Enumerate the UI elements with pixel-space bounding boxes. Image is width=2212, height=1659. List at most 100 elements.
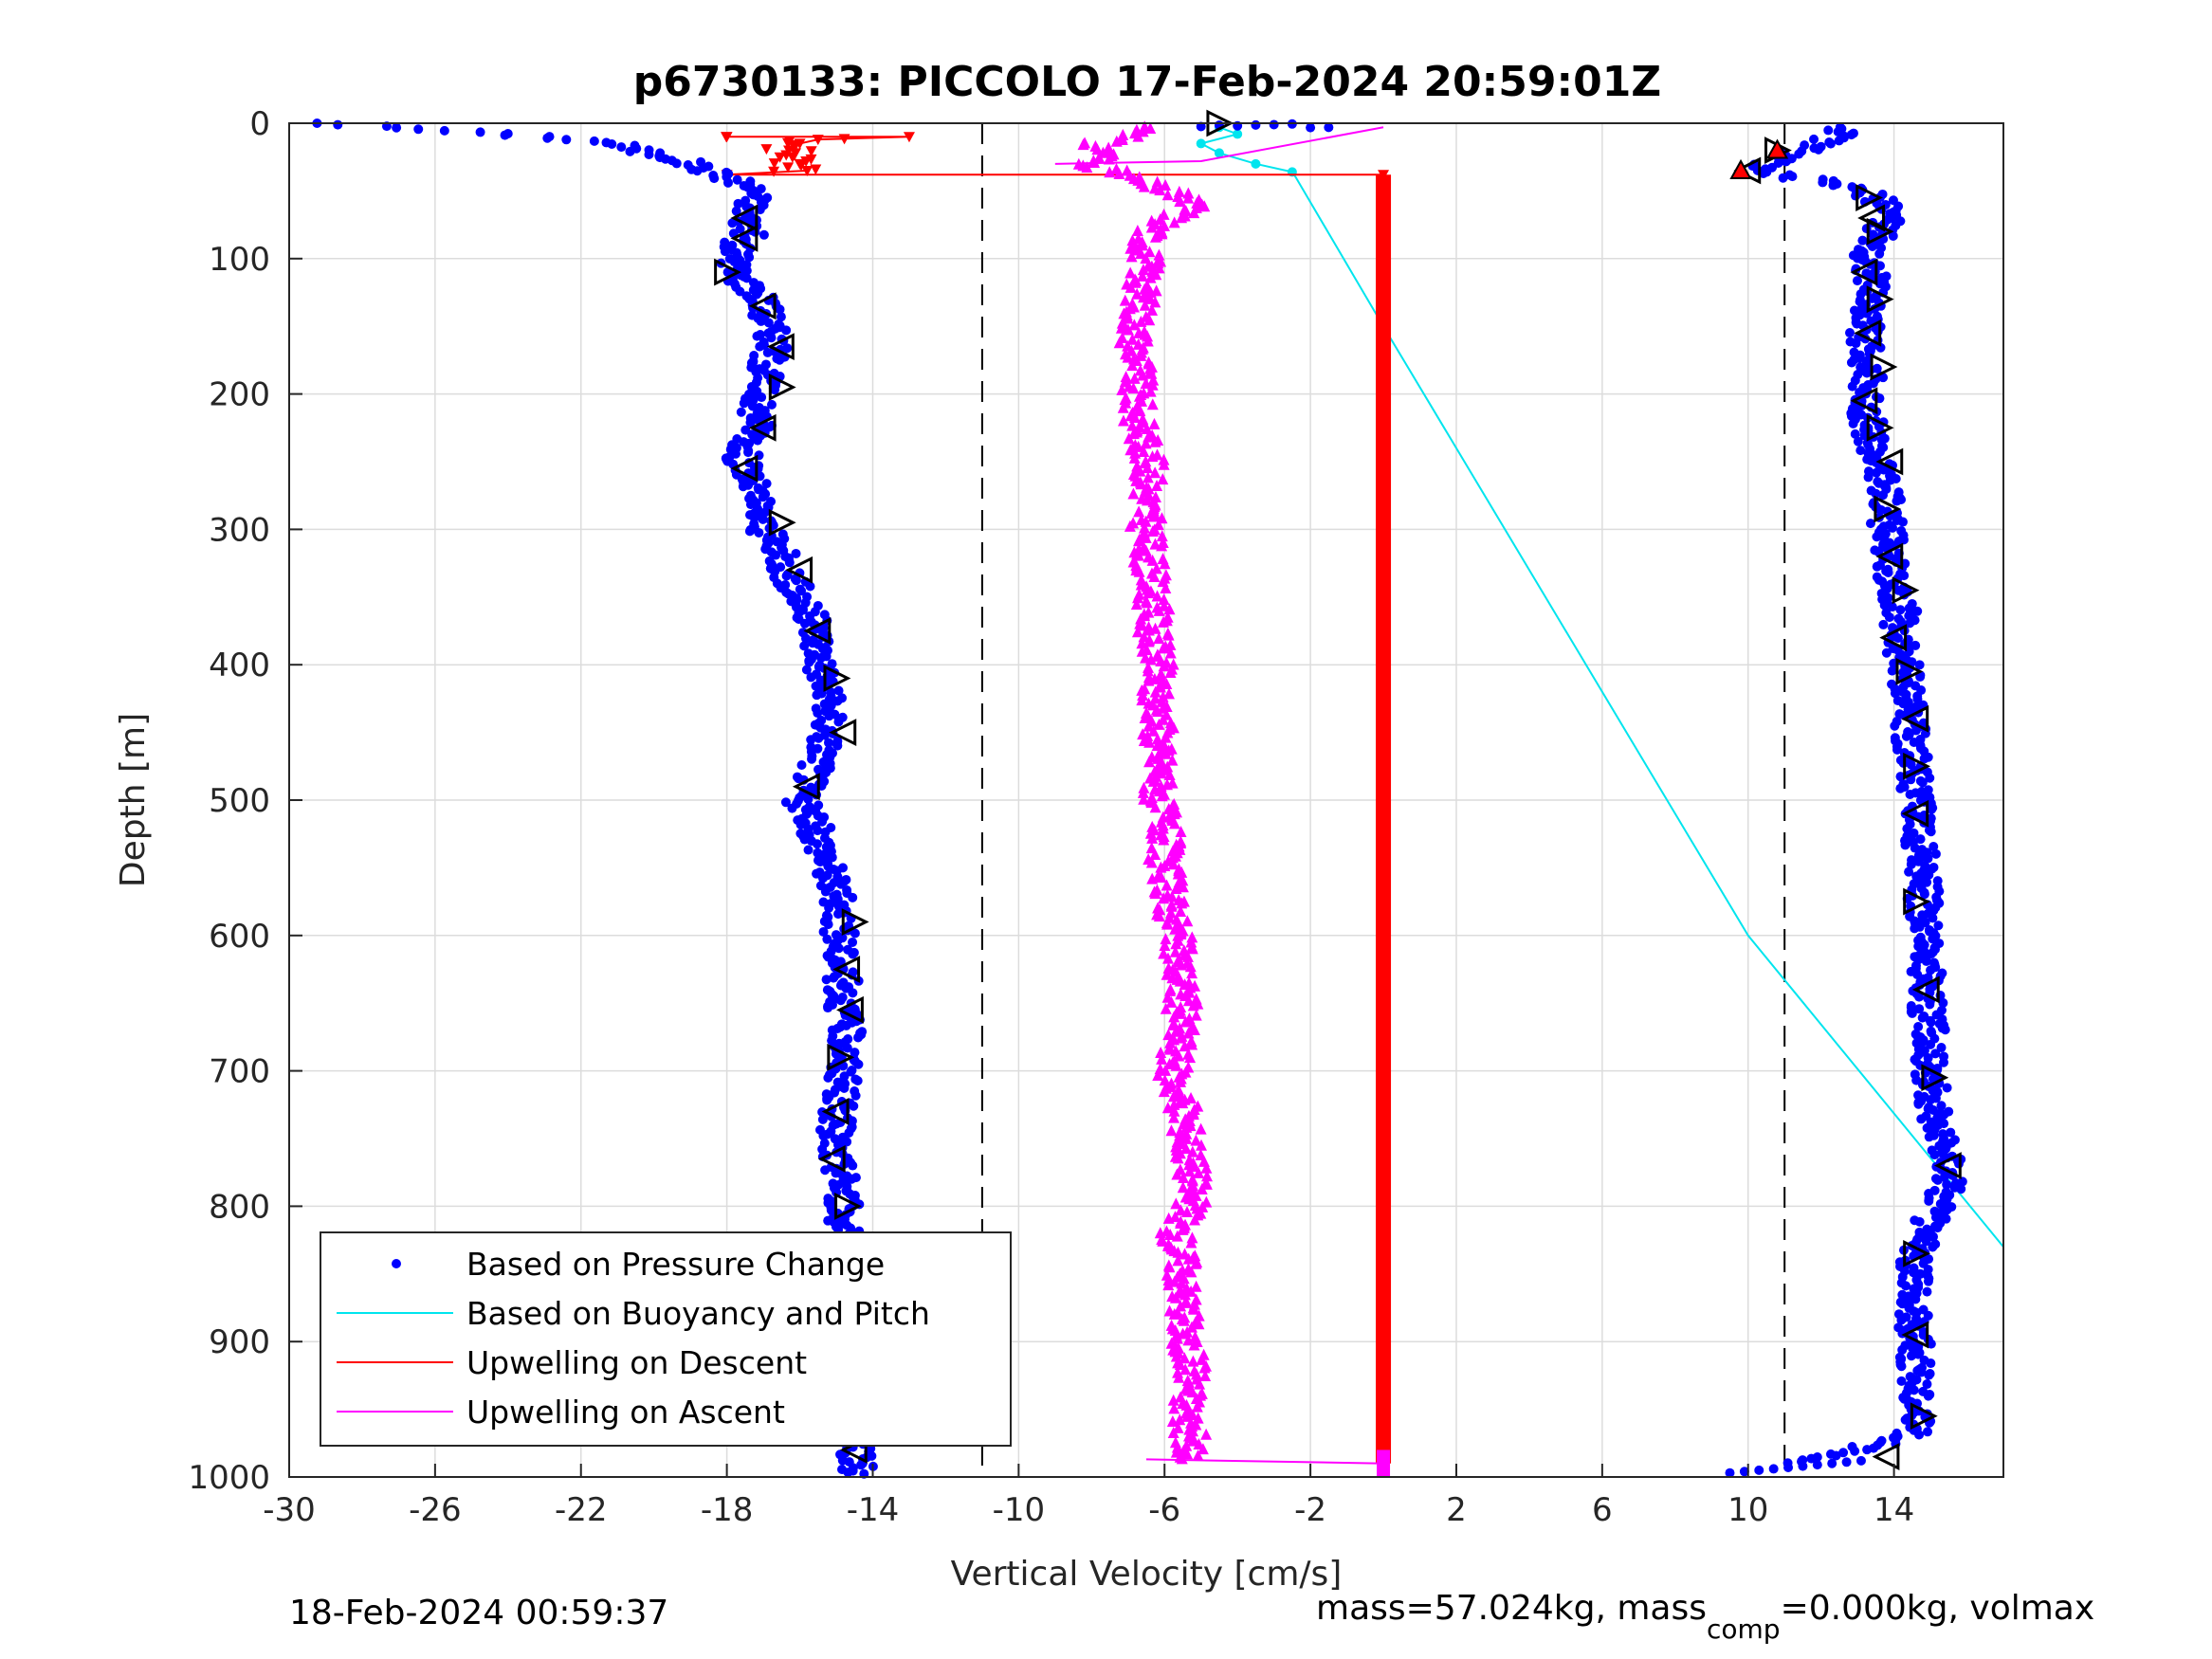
upwelling-ascent-marker — [1135, 612, 1147, 625]
upwelling-ascent-marker — [1193, 1318, 1205, 1330]
upwelling-ascent-marker — [1185, 1266, 1197, 1278]
pressure-dot — [1930, 1048, 1941, 1059]
upwelling-ascent-marker — [1132, 130, 1144, 142]
pressure-dot — [824, 711, 834, 721]
sample-marker — [1895, 657, 1924, 685]
upwelling-ascent-marker — [1157, 615, 1169, 628]
upwelling-descent-marker — [760, 144, 773, 155]
pressure-dot — [1865, 519, 1875, 529]
pressure-dot — [850, 928, 860, 939]
upwelling-descent-marker — [721, 132, 733, 143]
pressure-dot — [1838, 1448, 1849, 1458]
sample-marker — [1866, 285, 1894, 314]
pressure-dot — [1846, 357, 1856, 368]
upwelling-ascent-marker — [1130, 598, 1143, 611]
upwelling-ascent-marker — [1182, 1334, 1195, 1346]
pressure-dot — [1892, 744, 1902, 755]
footer-mass: mass=57.024kg, masscomp=0.000kg, volmax — [1316, 1589, 2094, 1645]
pressure-dot — [1834, 136, 1844, 146]
sample-marker — [1911, 975, 1940, 1004]
upwelling-ascent-marker — [1131, 287, 1143, 300]
upwelling-ascent-marker — [1160, 581, 1172, 593]
upwelling-descent-marker — [1378, 389, 1390, 400]
upwelling-ascent-marker — [1136, 684, 1148, 696]
upwelling-ascent-marker — [1145, 856, 1158, 868]
upwelling-descent-marker — [805, 146, 817, 157]
upwelling-ascent-marker — [1163, 1261, 1176, 1273]
pressure-dot — [817, 1114, 828, 1124]
pressure-dot — [1910, 923, 1920, 934]
upwelling-ascent-marker — [1186, 1386, 1198, 1398]
upwelling-ascent-marker — [1170, 1025, 1182, 1037]
x-tick-label: -6 — [1148, 1491, 1180, 1529]
pressure-dot — [796, 586, 807, 596]
upwelling-ascent-marker — [1116, 383, 1128, 395]
pressure-dot — [754, 527, 764, 538]
pressure-dot — [1848, 418, 1858, 428]
sample-marker — [817, 1144, 846, 1173]
upwelling-ascent-marker — [1142, 330, 1154, 342]
pressure-dot — [791, 575, 801, 586]
upwelling-ascent-marker — [1143, 246, 1156, 258]
pressure-dot — [1862, 368, 1873, 378]
pressure-dot — [848, 937, 858, 947]
footer-mass-tail: =0.000kg, volmax — [1781, 1589, 2095, 1628]
pressure-dot — [720, 246, 730, 257]
pressure-dot — [761, 479, 772, 489]
upwelling-ascent-marker — [1160, 1002, 1172, 1014]
pressure-dot — [848, 949, 858, 959]
pressure-dot — [823, 920, 833, 930]
upwelling-descent-marker — [1378, 660, 1390, 671]
upwelling-ascent-marker — [1168, 1098, 1180, 1110]
upwelling-ascent-marker — [1157, 473, 1169, 485]
pressure-dot — [1924, 1195, 1934, 1206]
upwelling-ascent-marker — [1176, 211, 1188, 224]
pressure-dot — [763, 318, 774, 328]
sample-marker — [714, 258, 741, 286]
upwelling-ascent-marker — [1144, 271, 1157, 283]
upwelling-ascent-marker — [1153, 718, 1165, 730]
pressure-dot — [1846, 130, 1856, 140]
pressure-dot — [1866, 316, 1876, 326]
upwelling-ascent-marker — [1180, 1121, 1193, 1133]
upwelling-ascent-marker — [1179, 1363, 1192, 1376]
upwelling-ascent-marker — [1174, 1358, 1186, 1371]
upwelling-ascent-marker — [1128, 319, 1141, 331]
upwelling-ascent-marker — [1141, 423, 1153, 435]
upwelling-ascent-marker — [1166, 890, 1179, 902]
pressure-dot — [849, 1101, 859, 1111]
upwelling-ascent-marker — [1127, 487, 1140, 500]
upwelling-ascent-marker — [1170, 882, 1182, 894]
x-tick-label: -10 — [993, 1491, 1046, 1529]
pressure-dot — [815, 857, 826, 867]
x-tick-labels: -30 -26 -22 -18 -14 -10 -6 -2 2 6 10 14 — [263, 1464, 1914, 1529]
y-tick-label: 300 — [209, 511, 270, 549]
upwelling-ascent-marker — [1184, 1051, 1197, 1064]
x-tick-label: 14 — [1874, 1491, 1914, 1529]
pressure-dot — [1913, 1022, 1924, 1032]
pressure-dot — [847, 1174, 857, 1184]
pressure-dot — [781, 325, 792, 336]
pressure-dot — [1895, 605, 1906, 615]
upwelling-ascent-marker — [1140, 531, 1152, 543]
pressure-dot — [625, 146, 635, 156]
pressure-dot — [722, 177, 733, 188]
pressure-dot — [1905, 790, 1915, 800]
pressure-dot — [1932, 1223, 1943, 1233]
pressure-dot — [1926, 1095, 1936, 1105]
upwelling-descent-marker — [768, 166, 780, 177]
upwelling-ascent-marker — [1143, 314, 1156, 326]
pressure-dot — [616, 142, 627, 153]
pressure-dot — [771, 550, 781, 560]
upwelling-ascent-marker — [1186, 1434, 1198, 1447]
upwelling-ascent-marker — [1186, 1231, 1198, 1244]
pressure-dot — [1923, 853, 1933, 864]
pressure-dot — [1754, 1465, 1764, 1475]
upwelling-descent-marker — [786, 152, 798, 163]
pressure-dot — [1936, 1101, 1947, 1111]
pressure-dot — [1887, 665, 1897, 676]
upwelling-ascent-marker — [1162, 629, 1175, 641]
sample-marker — [1872, 1443, 1900, 1471]
upwelling-descent-marker — [783, 145, 795, 156]
pressure-dot — [1874, 248, 1885, 259]
